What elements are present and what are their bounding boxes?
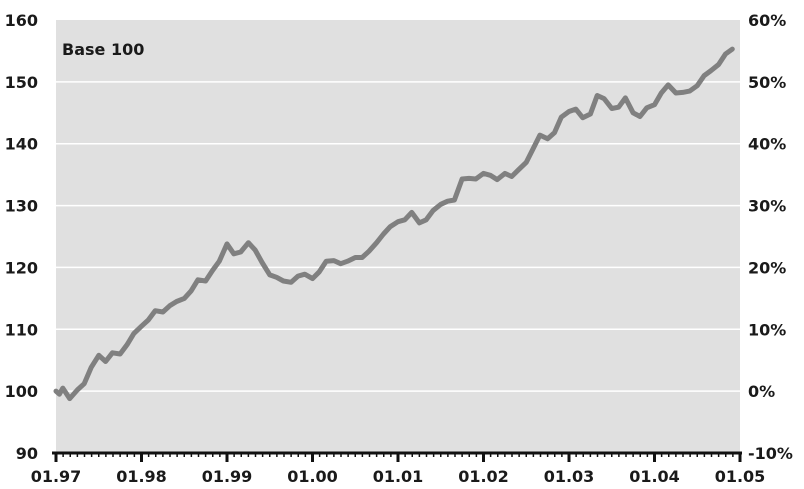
x-tick-label: 01.98 [116,467,167,486]
x-tick-label: 01.97 [31,467,82,486]
x-tick-label: 01.04 [629,467,680,486]
y-axis-left: 160 150 140 130 120 110 100 90 [5,11,38,463]
x-tick-label: 01.99 [202,467,253,486]
x-tick-label: 01.05 [715,467,766,486]
y-left-tick-label: 160 [5,11,38,30]
y-right-tick-label: 10% [748,320,786,339]
grid-lines [56,81,740,392]
x-tick-label: 01.02 [458,467,509,486]
y-left-tick-label: 140 [5,135,38,154]
x-axis: 01.97 01.98 01.99 01.00 01.01 01.02 01.03 01.04… [31,451,766,486]
y-right-tick-label: 40% [748,135,786,154]
y-left-tick-label: 120 [5,258,38,277]
base-annotation: Base 100 [62,40,144,59]
y-right-tick-label: 50% [748,73,786,92]
y-right-tick-label: -10% [748,444,793,463]
series-line [53,46,735,402]
y-left-tick-label: 130 [5,197,38,216]
y-right-tick-label: 60% [748,11,786,30]
y-axis-right: 60% 50% 40% 30% 20% 10% 0% -10% [748,11,793,463]
x-tick-label: 01.03 [544,467,595,486]
y-left-tick-label: 150 [5,73,38,92]
y-left-tick-label: 100 [5,382,38,401]
x-tick-label: 01.01 [373,467,424,486]
y-right-tick-label: 30% [748,197,786,216]
y-left-tick-label: 110 [5,320,38,339]
y-right-tick-label: 0% [748,382,775,401]
y-left-tick-label: 90 [16,444,38,463]
y-right-tick-label: 20% [748,258,786,277]
x-tick-label: 01.00 [287,467,338,486]
plot-background [56,20,740,453]
